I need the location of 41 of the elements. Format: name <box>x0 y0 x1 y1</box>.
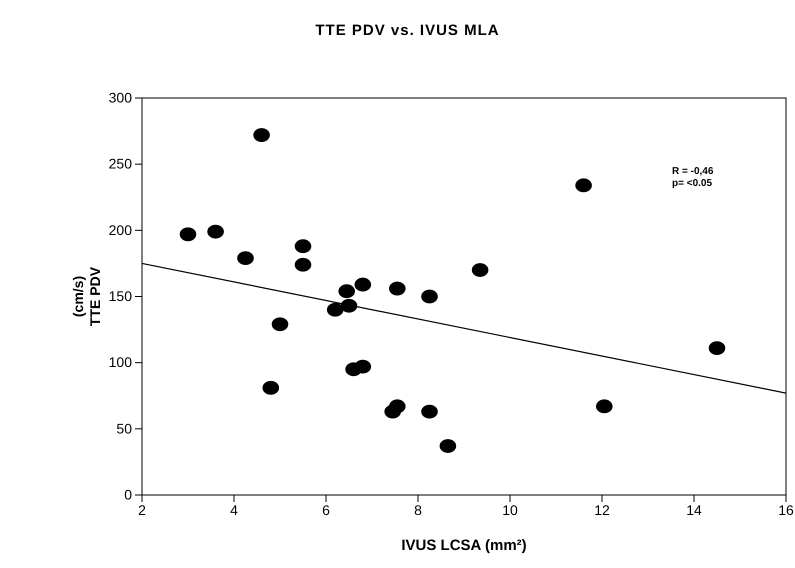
point <box>180 227 196 242</box>
point <box>389 282 406 296</box>
point <box>326 302 344 317</box>
y-tick-label: 50 <box>116 420 132 436</box>
x-tick-label: 2 <box>138 502 146 518</box>
x-axis-title: IVUS LCSA (mm²) <box>401 537 527 554</box>
point <box>472 263 488 277</box>
y-tick-label: 300 <box>108 89 132 106</box>
point <box>294 258 312 272</box>
point <box>389 399 406 414</box>
x-tick-label: 14 <box>686 502 702 518</box>
x-tick-label: 8 <box>414 502 422 518</box>
y-tick-label: 100 <box>108 354 132 370</box>
x-tick-label: 16 <box>778 502 794 518</box>
point <box>354 360 372 374</box>
y-tick-label: 200 <box>108 222 132 238</box>
annotation: R = -0,46 <box>672 166 714 177</box>
point <box>575 178 592 192</box>
point <box>596 399 613 414</box>
annotation: p= <0.05 <box>672 178 712 189</box>
point <box>262 380 280 395</box>
x-tick-label: 10 <box>502 502 518 518</box>
point <box>294 239 312 254</box>
x-tick-label: 6 <box>322 502 330 518</box>
point <box>207 224 224 239</box>
x-tick-label: 4 <box>230 502 238 518</box>
y-tick-label: 250 <box>108 156 132 172</box>
point <box>708 341 726 356</box>
point <box>253 128 270 142</box>
point <box>421 404 438 419</box>
point <box>237 251 254 266</box>
point <box>421 290 438 304</box>
x-tick-label: 12 <box>594 502 610 518</box>
y-tick-label: 0 <box>124 486 132 502</box>
point <box>272 317 288 332</box>
y-axis-title: TTE PDV (cm/s) <box>70 266 103 326</box>
point <box>338 284 355 298</box>
point <box>354 278 372 292</box>
y-tick-label: 150 <box>108 288 132 304</box>
chart-title: TTE PDV vs. IVUS MLA <box>315 22 500 39</box>
point <box>440 439 456 453</box>
